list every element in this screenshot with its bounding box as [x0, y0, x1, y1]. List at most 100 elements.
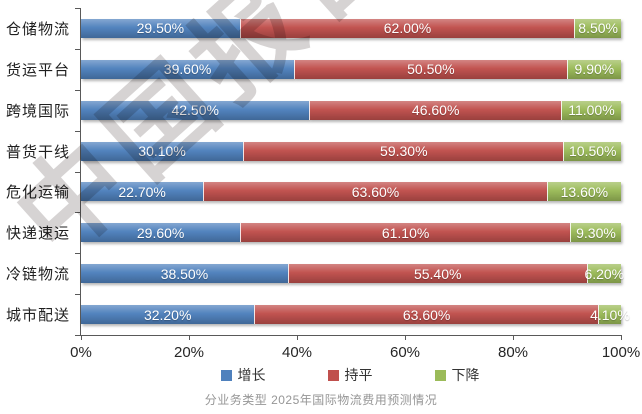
x-tick-mark	[296, 335, 298, 340]
bar-row: 30.10% 59.30% 10.50%	[81, 131, 621, 172]
stacked-bar: 22.70% 63.60% 13.60%	[81, 182, 621, 202]
segment-decline: 4.10%	[590, 305, 630, 325]
bar-row: 29.60% 61.10% 9.30%	[81, 212, 621, 253]
bar-value-label: 59.30%	[380, 143, 428, 160]
y-tick-mark	[75, 8, 80, 9]
bar-value-label: 42.50%	[171, 102, 219, 119]
bar-value-label: 6.20%	[584, 265, 625, 282]
legend-label: 增长	[237, 367, 266, 383]
segment-growth: 30.10%	[81, 141, 244, 161]
stacked-bar: 32.20% 63.60% 4.10%	[81, 305, 630, 325]
bar-value-label: 13.60%	[560, 183, 609, 200]
bar-value-label: 38.50%	[160, 265, 209, 282]
growth-swatch-icon	[220, 369, 232, 381]
bar-row: 22.70% 63.60% 13.60%	[81, 172, 621, 213]
bar-value-label: 11.00%	[568, 102, 615, 119]
x-tick-mark	[188, 335, 190, 340]
segment-flat: 63.60%	[254, 305, 598, 325]
category-label: 冷链物流	[6, 266, 71, 284]
x-tick-mark	[80, 335, 82, 340]
segment-flat: 46.60%	[309, 100, 561, 120]
legend-label: 持平	[344, 367, 373, 383]
segment-decline: 9.30%	[569, 223, 621, 243]
segment-growth: 42.50%	[81, 100, 310, 120]
y-tick-mark	[75, 294, 80, 296]
segment-decline: 13.60%	[546, 182, 621, 202]
bar-row: 38.50% 55.40% 6.20%	[81, 253, 625, 294]
y-tick-mark	[75, 212, 80, 214]
y-tick-mark	[75, 335, 80, 336]
bar-value-label: 30.10%	[138, 143, 186, 160]
segment-decline: 10.50%	[563, 141, 621, 161]
bar-value-label: 46.60%	[411, 102, 460, 119]
segment-growth: 38.50%	[81, 264, 288, 284]
segment-growth: 29.50%	[81, 18, 240, 38]
category-label: 货运平台	[6, 61, 71, 79]
y-tick-mark	[75, 130, 80, 132]
stacked-bar: 29.60% 61.10% 9.30%	[81, 223, 621, 243]
segment-flat: 55.40%	[287, 264, 587, 284]
x-tick-label: 80%	[497, 344, 529, 361]
legend-label: 下降	[451, 367, 480, 383]
segment-flat: 62.00%	[239, 18, 575, 38]
category-label: 危化运输	[6, 184, 71, 202]
bar-value-label: 8.50%	[578, 20, 618, 37]
bar-value-label: 39.60%	[163, 61, 212, 78]
x-tick-label: 60%	[389, 344, 421, 361]
segment-flat: 59.30%	[243, 141, 564, 161]
y-tick-mark	[75, 48, 80, 50]
legend: 增长 持平 下降	[80, 365, 620, 385]
segment-flat: 61.10%	[240, 223, 570, 243]
x-tick-mark	[620, 335, 622, 340]
bar-value-label: 61.10%	[381, 224, 430, 241]
stacked-bar: 29.50% 62.00% 8.50%	[81, 18, 621, 38]
stacked-bar: 39.60% 50.50% 9.90%	[81, 59, 621, 79]
segment-growth: 29.60%	[81, 223, 241, 243]
category-label: 城市配送	[6, 307, 71, 325]
category-label: 快递速运	[6, 225, 71, 243]
bar-row: 42.50% 46.60% 11.00%	[81, 90, 621, 131]
x-tick-label: 100%	[601, 344, 641, 361]
category-axis: 仓储物流货运平台跨境国际普货干线危化运输快递速运冷链物流城市配送	[6, 8, 76, 335]
category-label: 跨境国际	[6, 102, 71, 120]
segment-growth: 22.70%	[81, 182, 204, 202]
bar-value-label: 9.90%	[574, 61, 615, 78]
segment-growth: 39.60%	[81, 59, 295, 79]
chart-caption: 分业务类型 2025年国际物流费用预测情况	[204, 393, 438, 407]
legend-item-growth: 增长	[220, 365, 266, 385]
bar-value-label: 63.60%	[402, 306, 451, 323]
x-tick-mark	[512, 335, 514, 340]
segment-decline: 9.90%	[566, 59, 621, 79]
segment-growth: 32.20%	[81, 305, 255, 325]
decline-swatch-icon	[434, 369, 446, 381]
stacked-bar: 38.50% 55.40% 6.20%	[81, 264, 625, 284]
y-tick-mark	[75, 171, 80, 173]
bar-value-label: 50.50%	[407, 61, 455, 78]
bar-value-label: 63.60%	[351, 183, 400, 200]
bar-value-label: 9.30%	[576, 224, 616, 241]
bar-row: 29.50% 62.00% 8.50%	[81, 8, 621, 49]
segment-decline: 11.00%	[560, 100, 621, 120]
x-tick-label: 40%	[281, 344, 313, 361]
bar-value-label: 29.60%	[136, 224, 185, 241]
bar-row: 32.20% 63.60% 4.10%	[81, 294, 630, 335]
segment-flat: 50.50%	[294, 59, 567, 79]
category-label: 普货干线	[6, 143, 71, 161]
bar-value-label: 22.70%	[118, 183, 166, 200]
plot-area: 29.50% 62.00% 8.50% 39.60% 50.50% 9.90% 42.50%…	[70, 8, 640, 361]
segment-decline: 8.50%	[574, 18, 621, 38]
segment-flat: 63.60%	[203, 182, 547, 202]
x-tick-label: 0%	[70, 344, 92, 361]
segment-decline: 6.20%	[584, 264, 625, 284]
bar-value-label: 32.20%	[143, 306, 192, 323]
flat-swatch-icon	[327, 369, 339, 381]
x-tick-label: 20%	[173, 344, 205, 361]
x-tick-mark	[404, 335, 406, 340]
bar-value-label: 4.10%	[590, 306, 630, 323]
category-label: 仓储物流	[6, 20, 71, 38]
bar-value-label: 55.40%	[413, 265, 462, 282]
bar-row: 39.60% 50.50% 9.90%	[81, 49, 621, 90]
bar-value-label: 62.00%	[383, 20, 432, 37]
stacked-bar: 30.10% 59.30% 10.50%	[81, 141, 621, 161]
